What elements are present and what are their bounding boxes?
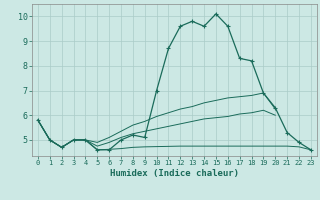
- X-axis label: Humidex (Indice chaleur): Humidex (Indice chaleur): [110, 169, 239, 178]
